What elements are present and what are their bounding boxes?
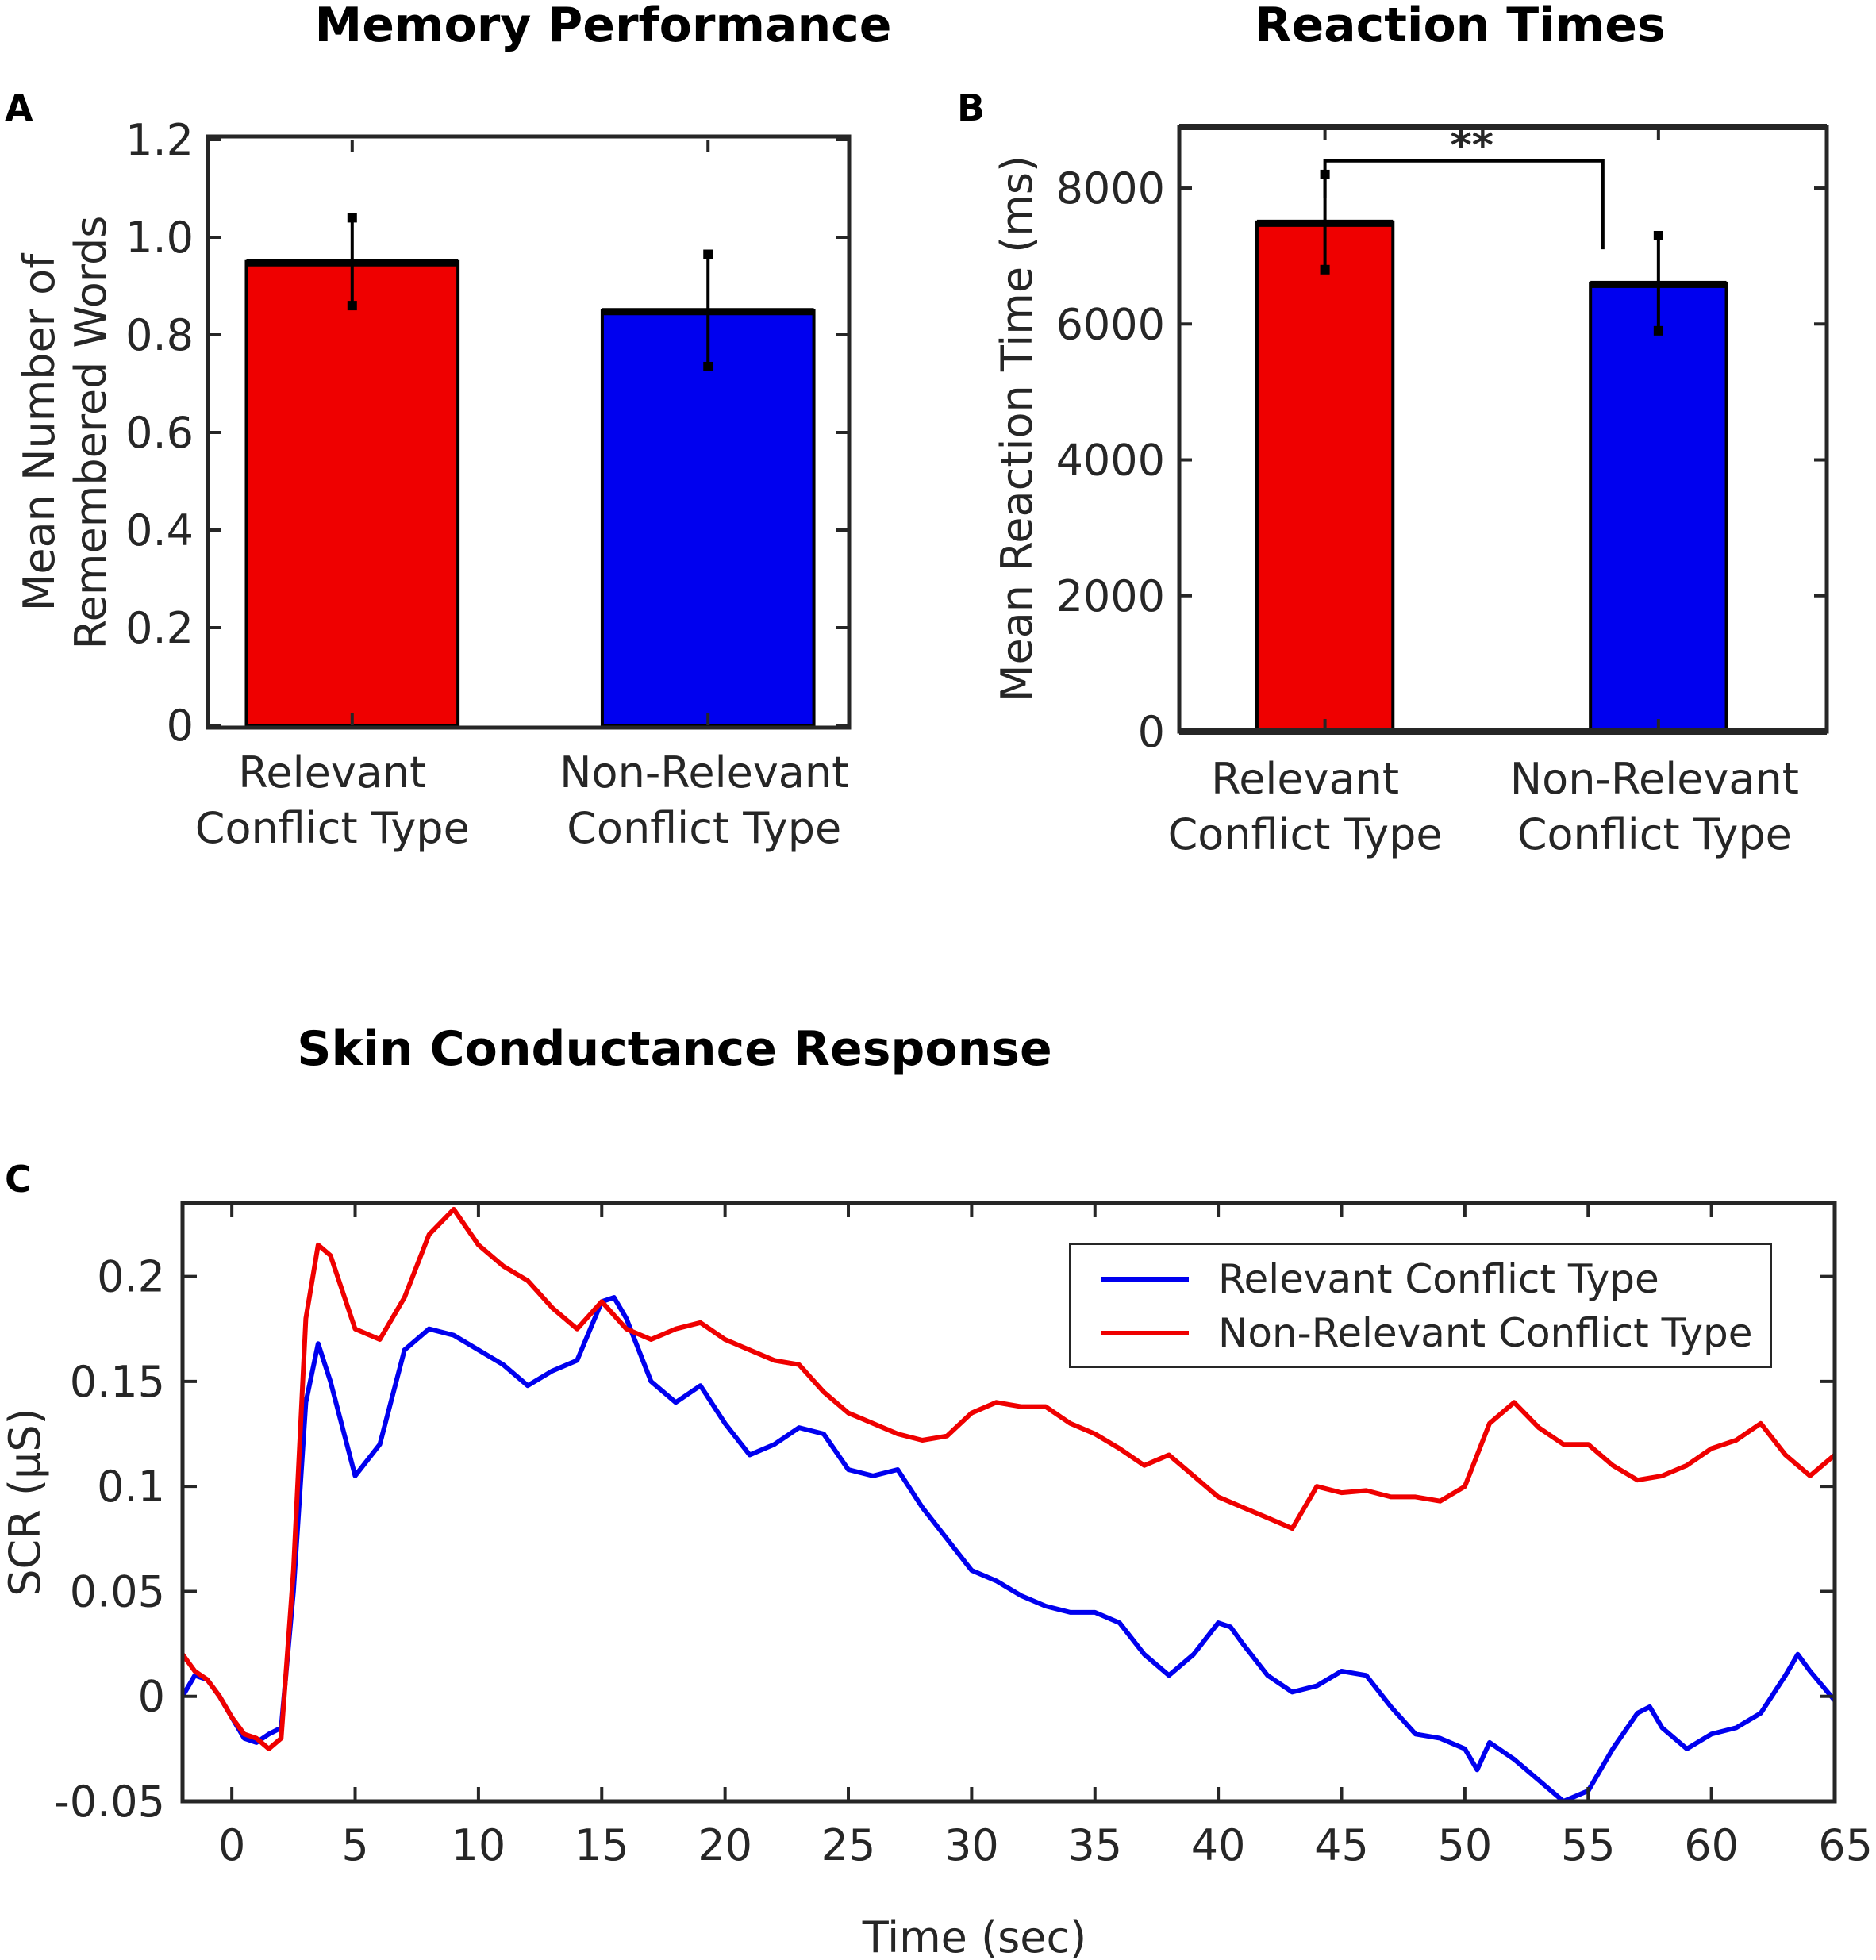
x-tick-label: 55 (1561, 1820, 1616, 1870)
y-tick-label: 4000 (1056, 436, 1165, 486)
error-cap-bottom (347, 301, 357, 311)
y-tick-label: 0.6 (125, 408, 194, 458)
panel-a-bars (244, 259, 816, 727)
x-tick-label: 65 (1818, 1820, 1873, 1870)
y-tick-label: 6000 (1056, 299, 1165, 349)
error-cap-top (347, 213, 357, 223)
panel-c-title: Skin Conductance Response (297, 1021, 1051, 1077)
legend-label-non-relevant: Non-Relevant Conflict Type (1218, 1310, 1752, 1356)
panel-c-x-ticks: 0 5 10 15 20 25 30 35 40 45 50 55 60 65 (218, 1203, 1873, 1870)
x-tick-label-line1: Relevant (238, 747, 426, 797)
panel-b-letter: B (957, 86, 985, 129)
x-tick-label: 50 (1438, 1820, 1493, 1870)
panel-b-error-bars (1320, 169, 1663, 336)
x-tick-label: 30 (944, 1820, 999, 1870)
panel-a-x-ticks: Relevant Conflict Type Non-Relevant Conflic… (195, 140, 848, 853)
x-tick-label: 5 (341, 1820, 368, 1870)
x-tick-label-line1: Non-Relevant (559, 747, 848, 797)
panel-a-title: Memory Performance (315, 0, 892, 53)
x-tick-label-line2: Conflict Type (195, 803, 470, 853)
panel-a-ylabel-line1: Mean Number of (14, 252, 64, 611)
panel-b-y-ticks: 0 2000 4000 6000 8000 (1056, 163, 1827, 757)
panel-b-bars (1255, 219, 1728, 734)
y-tick-label: -0.05 (54, 1777, 165, 1827)
x-tick-label: 0 (218, 1820, 245, 1870)
y-tick-label: 0.1 (97, 1462, 165, 1512)
y-tick-label: 0.15 (70, 1357, 165, 1407)
error-cap-top (703, 249, 713, 259)
y-tick-label: 8000 (1056, 163, 1165, 213)
x-tick-label-line1: Non-Relevant (1510, 754, 1799, 804)
legend-box (1069, 1243, 1772, 1368)
y-tick-label: 0 (138, 1672, 165, 1722)
x-tick-label: 60 (1684, 1820, 1739, 1870)
x-tick-label: 45 (1314, 1820, 1369, 1870)
panel-c-xlabel: Time (sec) (862, 1912, 1087, 1960)
x-tick-label-line1: Relevant (1211, 754, 1399, 804)
panel-b-bottom-edge (1179, 728, 1827, 735)
x-tick-label: 10 (452, 1820, 506, 1870)
panel-c-ylabel: SCR (µS) (0, 1408, 50, 1596)
x-tick-label: 15 (575, 1820, 629, 1870)
panel-c-series (183, 1206, 1835, 1801)
x-tick-label: 20 (698, 1820, 752, 1870)
panel-b-top-edge (1179, 124, 1827, 130)
panel-c-letter: C (5, 1158, 32, 1201)
y-tick-label: 0.8 (125, 310, 194, 360)
panel-a-letter: A (5, 86, 33, 129)
panel-a-axes-frame (206, 134, 852, 730)
error-cap-bottom (703, 361, 713, 371)
panel-c-legend: Relevant Conflict Type Non-Relevant Conf… (1069, 1243, 1772, 1368)
panel-a-ylabel-line2: Remembered Words (66, 216, 116, 650)
panel-a-y-ticks: 0 0.2 0.4 0.6 0.8 1.0 1.2 (125, 115, 849, 751)
y-tick-label: 0.4 (125, 505, 194, 555)
panel-c-axes-frame (180, 1201, 1837, 1804)
error-cap-bottom (1653, 325, 1663, 336)
x-tick-label-line2: Conflict Type (1168, 809, 1443, 859)
y-tick-label: 0.2 (97, 1252, 165, 1302)
y-tick-label: 0.2 (125, 603, 194, 653)
bar-non-relevant (600, 309, 816, 727)
y-tick-label: 2000 (1056, 571, 1165, 621)
y-tick-label: 0 (1138, 707, 1165, 757)
x-tick-label-line2: Conflict Type (1517, 809, 1792, 859)
panel-a: Memory Performance A 0 0.2 0.4 0.6 0.8 1.0 1.2… (5, 0, 891, 853)
x-tick-label: 40 (1191, 1820, 1246, 1870)
x-tick-label: 35 (1067, 1820, 1122, 1870)
y-tick-label: 0.05 (70, 1566, 165, 1616)
y-tick-label: 1.0 (125, 213, 194, 263)
y-tick-label: 1.2 (125, 115, 194, 165)
panel-b-ylabel: Mean Reaction Time (ms) (992, 156, 1042, 701)
significance-bracket (1323, 159, 1605, 250)
series-line-non-relevant (183, 1206, 1835, 1751)
x-tick-label: 25 (821, 1820, 876, 1870)
bar-non-relevant (1589, 281, 1728, 734)
bar-relevant (1255, 220, 1395, 733)
bar-relevant (244, 259, 460, 727)
panel-b: Reaction Times B 0 2000 4000 6000 8000 Relev… (957, 0, 1829, 859)
series-line-relevant (183, 1295, 1835, 1801)
panel-b-title: Reaction Times (1255, 0, 1665, 53)
error-cap-bottom (1320, 264, 1330, 275)
x-tick-label-line2: Conflict Type (567, 803, 841, 853)
panel-c-y-ticks: -0.05 0 0.05 0.1 0.15 0.2 (54, 1252, 1835, 1827)
y-tick-label: 0 (167, 701, 194, 751)
legend-label-relevant: Relevant Conflict Type (1218, 1256, 1659, 1302)
panel-c: Skin Conductance Response C -0.05 0 0.05 0.… (0, 1021, 1873, 1960)
panel-a-error-bars (347, 213, 713, 371)
error-cap-top (1653, 230, 1663, 240)
